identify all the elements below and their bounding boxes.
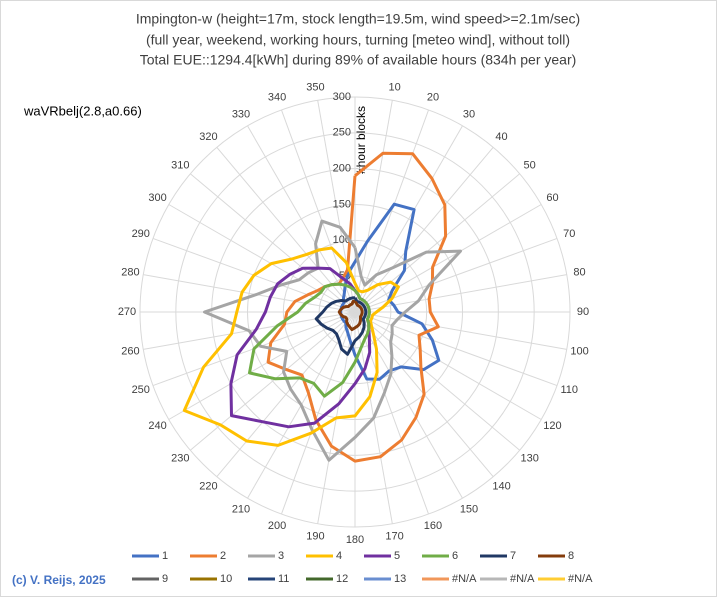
- angle-label: 300: [148, 192, 166, 204]
- angle-label: 230: [171, 452, 189, 464]
- angle-label: 260: [121, 345, 139, 357]
- angle-label: 240: [148, 420, 166, 432]
- legend-label: 9: [162, 573, 168, 585]
- series-line: [337, 299, 364, 332]
- spoke: [189, 311, 356, 451]
- angle-label: 270: [118, 306, 136, 318]
- chart-subtitle: Total EUE::1294.4[kWh] during 89% of ava…: [140, 52, 577, 68]
- angle-label: 90: [577, 306, 589, 318]
- spoke: [354, 311, 558, 387]
- series-line: [248, 282, 371, 398]
- angle-label: 170: [385, 530, 403, 542]
- angle-label: 100: [570, 345, 588, 357]
- series-line: [266, 151, 448, 463]
- spoke: [354, 109, 430, 313]
- angle-label: 150: [460, 503, 478, 515]
- angle-label: 350: [306, 81, 324, 93]
- annotation: waVRbelj(2.8,a0.66): [23, 103, 142, 118]
- angle-label: 140: [492, 481, 510, 493]
- legend-label: #N/A: [510, 573, 535, 585]
- r-tick-label: 200: [333, 163, 351, 175]
- legend-label: 5: [394, 550, 400, 562]
- angle-label: 180: [346, 534, 364, 546]
- legend-label: 8: [568, 550, 574, 562]
- legend-label: 2: [220, 550, 226, 562]
- spoke: [354, 204, 542, 313]
- spoke: [354, 311, 430, 515]
- spoke: [280, 311, 356, 515]
- legend-label: 3: [278, 550, 284, 562]
- angle-label: 290: [132, 228, 150, 240]
- angle-label: 40: [495, 131, 507, 143]
- angle-label: 280: [121, 266, 139, 278]
- angle-label: 190: [306, 530, 324, 542]
- axis-title: #hour blocks: [354, 106, 368, 174]
- r-tick-label: 150: [333, 198, 351, 210]
- angle-label: 340: [268, 92, 286, 104]
- angle-label: 330: [232, 108, 250, 120]
- angle-label: 200: [268, 520, 286, 532]
- spoke: [168, 311, 356, 420]
- angle-label: 220: [199, 481, 217, 493]
- angle-label: 210: [232, 503, 250, 515]
- angle-label: 10: [388, 81, 400, 93]
- angle-label: 50: [524, 159, 536, 171]
- series-line: [314, 296, 368, 356]
- legend-label: 6: [452, 550, 458, 562]
- series-line: [182, 246, 400, 447]
- legend-label: #N/A: [568, 573, 593, 585]
- r-tick-label: 250: [333, 127, 351, 139]
- angle-label: 310: [171, 159, 189, 171]
- angle-label: 60: [546, 192, 558, 204]
- angle-label: 320: [199, 131, 217, 143]
- legend-label: 4: [336, 550, 342, 562]
- spoke: [189, 173, 356, 313]
- spoke: [143, 274, 356, 313]
- angle-label: 250: [132, 384, 150, 396]
- legend-label: 1: [162, 550, 168, 562]
- legend-label: 13: [394, 573, 406, 585]
- chart-subtitle: (full year, weekend, working hours, turn…: [146, 32, 570, 48]
- spoke: [354, 311, 521, 451]
- angle-label: 20: [427, 92, 439, 104]
- spoke: [354, 173, 521, 313]
- spoke: [247, 125, 356, 313]
- angle-label: 130: [520, 452, 538, 464]
- angle-label: 110: [560, 384, 578, 396]
- spoke: [354, 125, 463, 313]
- legend-label: 10: [220, 573, 232, 585]
- angle-label: 70: [563, 228, 575, 240]
- angle-label: 30: [463, 108, 475, 120]
- legend-label: 12: [336, 573, 348, 585]
- spoke: [216, 311, 356, 478]
- spoke: [354, 311, 542, 420]
- chart-title: Impington-w (height=17m, stock length=19…: [136, 11, 580, 27]
- angle-label: 80: [573, 266, 585, 278]
- footer: (c) V. Reijs, 2025: [12, 573, 106, 587]
- legend-label: 11: [278, 573, 289, 585]
- angle-label: 120: [543, 420, 561, 432]
- spoke: [168, 204, 356, 313]
- spoke: [354, 274, 567, 313]
- r-tick-label: 300: [333, 91, 351, 103]
- angle-label: 160: [424, 520, 442, 532]
- series-line: [203, 219, 462, 462]
- legend-label: 7: [510, 550, 516, 562]
- series-line: [339, 202, 441, 381]
- spoke: [354, 311, 463, 499]
- legend-label: #N/A: [452, 573, 477, 585]
- spoke: [354, 311, 567, 350]
